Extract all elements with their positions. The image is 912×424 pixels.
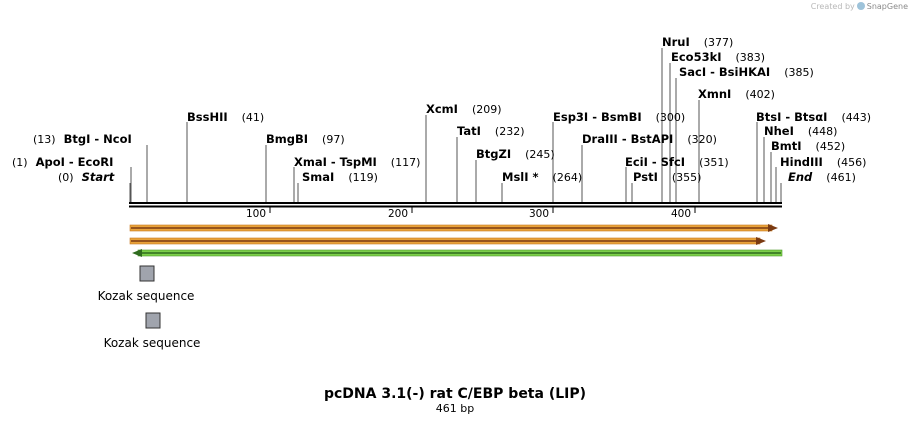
site-position: (383): [736, 51, 766, 64]
site-position: (117): [391, 156, 421, 169]
site-position: (355): [672, 171, 702, 184]
backbone-bottom-strand: [129, 205, 782, 208]
site-label-xmni[interactable]: XmnI (402): [698, 87, 775, 101]
site-position: (119): [348, 171, 378, 184]
ruler-label: 300: [529, 208, 549, 220]
site-leaders: [129, 48, 782, 202]
reverse-orf-arrow[interactable]: [132, 249, 783, 257]
site-label-msli[interactable]: MslI * (264): [502, 170, 582, 184]
site-label-esp3i[interactable]: Esp3I - BsmBI (300): [553, 110, 685, 124]
site-position: (13): [33, 133, 56, 146]
credit-brand: SnapGene: [866, 2, 908, 11]
site-label-btgi[interactable]: (13) BtgI - NcoI: [33, 132, 132, 146]
site-name: PstI: [633, 170, 658, 184]
site-position: (452): [816, 140, 846, 153]
site-position: (97): [322, 133, 345, 146]
site-name: EciI - SfcI: [625, 155, 685, 169]
site-position: (320): [687, 133, 717, 146]
site-position: (443): [841, 111, 871, 124]
site-label-eco53ki[interactable]: Eco53kI (383): [671, 50, 765, 64]
backbone-top-strand: [129, 202, 782, 204]
site-label-saci[interactable]: SacI - BsiHKAI (385): [679, 65, 814, 79]
kozak-sequence-box-2[interactable]: [145, 312, 161, 329]
ruler-label: 200: [388, 208, 408, 220]
sequence-length: 461 bp: [436, 402, 474, 415]
site-position: (264): [553, 171, 583, 184]
site-position: (385): [784, 66, 814, 79]
site-label-nrui[interactable]: NruI (377): [662, 35, 733, 49]
features: Kozak sequence Kozak sequence: [98, 265, 201, 350]
site-position: (0): [58, 171, 74, 184]
site-label-bmti[interactable]: BmtI (452): [771, 139, 845, 153]
site-name: DraIII - BstAPI: [582, 132, 673, 146]
site-label-tati[interactable]: TatI (232): [457, 124, 525, 138]
site-label-smai[interactable]: SmaI (119): [302, 170, 378, 184]
site-name: HindIII: [780, 155, 823, 169]
orf-arrows: [129, 224, 783, 257]
site-position: (448): [808, 125, 838, 138]
ruler: 100 200 300 400: [246, 207, 696, 220]
site-label-apoi[interactable]: (1) ApoI - EcoRI: [12, 155, 113, 169]
site-position: (1): [12, 156, 28, 169]
site-label-nhei[interactable]: NheI (448): [764, 124, 837, 138]
site-position: (209): [472, 103, 502, 116]
site-name: Start: [82, 170, 115, 184]
ruler-label: 100: [246, 208, 266, 220]
kozak-sequence-label-1: Kozak sequence: [98, 289, 195, 303]
site-label-bssh[interactable]: BssHII (41): [187, 110, 264, 124]
forward-orf-arrow-2[interactable]: [129, 237, 766, 245]
site-name: SacI - BsiHKAI: [679, 65, 770, 79]
site-label-end[interactable]: End (461): [788, 170, 856, 184]
site-position: (232): [495, 125, 525, 138]
snapgene-logo-icon: [856, 2, 865, 10]
site-label-xmai[interactable]: XmaI - TspMI (117): [294, 155, 420, 169]
site-name: MslI *: [502, 170, 539, 184]
site-name: XmnI: [698, 87, 731, 101]
site-name: Esp3I - BsmBI: [553, 110, 642, 124]
site-name: ApoI - EcoRI: [36, 155, 114, 169]
site-label-start[interactable]: (0) Start: [58, 170, 115, 184]
site-name: Eco53kI: [671, 50, 722, 64]
site-position: (41): [242, 111, 265, 124]
credit: Created by SnapGene: [811, 2, 908, 11]
site-name: XmaI - TspMI: [294, 155, 377, 169]
site-labels: NruI (377) Eco53kI (383) SacI - BsiHKAI (38…: [12, 35, 871, 184]
site-name: End: [788, 170, 813, 184]
site-label-psti[interactable]: PstI (355): [633, 170, 701, 184]
site-name: BmgBI: [266, 132, 308, 146]
site-position: (300): [656, 111, 686, 124]
site-label-btgzi[interactable]: BtgZI (245): [476, 147, 555, 161]
site-position: (245): [525, 148, 555, 161]
site-name: NheI: [764, 124, 794, 138]
site-position: (377): [704, 36, 734, 49]
site-name: SmaI: [302, 170, 334, 184]
site-position: (402): [745, 88, 775, 101]
site-position: (351): [699, 156, 729, 169]
site-name: XcmI: [426, 102, 458, 116]
site-name: BtgZI: [476, 147, 511, 161]
kozak-sequence-label-2: Kozak sequence: [104, 336, 201, 350]
site-name: BssHII: [187, 110, 228, 124]
site-position: (461): [826, 171, 856, 184]
site-name: NruI: [662, 35, 690, 49]
site-label-bmgbi[interactable]: BmgBI (97): [266, 132, 345, 146]
site-label-hindiii[interactable]: HindIII (456): [780, 155, 866, 169]
site-label-ecii[interactable]: EciI - SfcI (351): [625, 155, 729, 169]
site-label-xcmi[interactable]: XcmI (209): [426, 102, 502, 116]
kozak-sequence-box-1[interactable]: [139, 265, 155, 282]
site-label-draiii[interactable]: DraIII - BstAPI (320): [582, 132, 717, 146]
map-title: pcDNA 3.1(-) rat C/EBP beta (LIP): [324, 386, 586, 402]
credit-prefix: Created by: [810, 2, 855, 11]
forward-orf-arrow-1[interactable]: [129, 224, 778, 232]
site-name: BtsI - BtsαI: [756, 110, 827, 124]
ruler-label: 400: [671, 208, 691, 220]
site-name: BtgI - NcoI: [64, 132, 132, 146]
site-name: TatI: [457, 124, 481, 138]
site-label-btsi[interactable]: BtsI - BtsαI (443): [756, 110, 871, 124]
site-name: BmtI: [771, 139, 802, 153]
sequence-backbone: [129, 202, 782, 208]
site-position: (456): [837, 156, 867, 169]
